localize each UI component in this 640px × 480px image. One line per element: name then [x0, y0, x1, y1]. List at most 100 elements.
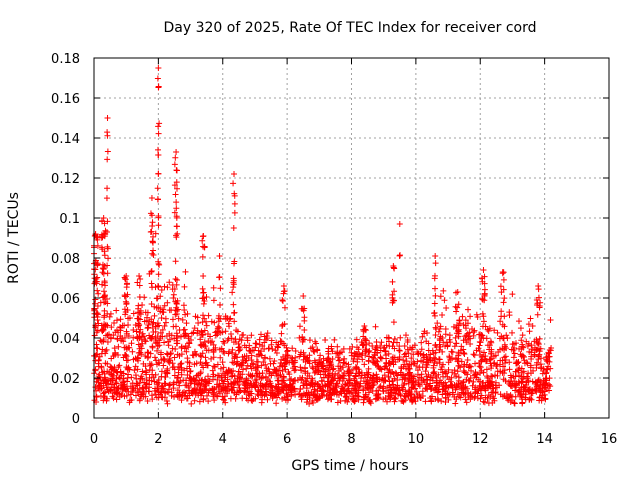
data-point — [537, 381, 544, 388]
data-point — [155, 258, 162, 265]
data-point — [170, 294, 177, 301]
data-point — [102, 376, 109, 383]
data-point — [429, 377, 436, 384]
data-point — [99, 326, 106, 333]
data-point — [114, 385, 121, 392]
data-point — [278, 330, 285, 337]
data-point — [462, 317, 469, 324]
data-point — [120, 370, 127, 377]
data-point — [427, 351, 434, 358]
data-point — [158, 373, 165, 380]
data-point — [257, 331, 264, 338]
data-point — [231, 373, 238, 380]
data-point — [309, 344, 316, 351]
data-point — [501, 295, 508, 302]
data-point — [311, 369, 318, 376]
data-point — [494, 372, 501, 379]
data-point — [197, 336, 204, 343]
data-point — [298, 396, 305, 403]
data-point — [364, 394, 371, 401]
data-point — [391, 288, 398, 295]
data-point — [123, 284, 130, 291]
data-point — [481, 286, 488, 293]
data-point — [360, 386, 367, 393]
data-point — [435, 356, 442, 363]
data-point — [205, 398, 212, 405]
data-point — [479, 323, 486, 330]
data-point — [199, 319, 206, 326]
data-point — [220, 348, 227, 355]
data-point — [407, 396, 414, 403]
data-point — [159, 385, 166, 392]
data-point — [191, 397, 198, 404]
data-point — [273, 349, 280, 356]
data-point — [435, 371, 442, 378]
data-point — [359, 350, 366, 357]
data-point — [120, 378, 127, 385]
data-point — [217, 354, 224, 361]
data-point — [497, 391, 504, 398]
data-point — [92, 384, 99, 391]
data-point — [374, 375, 381, 382]
data-point — [535, 340, 542, 347]
data-point — [502, 353, 509, 360]
data-point — [215, 328, 222, 335]
data-point — [533, 364, 540, 371]
data-point — [136, 386, 143, 393]
data-point — [484, 395, 491, 402]
data-point — [143, 376, 150, 383]
data-point — [299, 337, 306, 344]
data-point — [124, 365, 131, 372]
data-point — [183, 382, 190, 389]
data-point — [345, 370, 352, 377]
data-point — [199, 376, 206, 383]
data-point — [292, 348, 299, 355]
data-point — [101, 321, 108, 328]
data-point — [453, 325, 460, 332]
data-point — [516, 372, 523, 379]
data-point — [543, 369, 550, 376]
data-point — [342, 397, 349, 404]
data-point — [123, 301, 130, 308]
data-point — [482, 358, 489, 365]
data-point — [360, 378, 367, 385]
data-point — [377, 354, 384, 361]
data-point — [162, 389, 169, 396]
data-point — [389, 343, 396, 350]
data-point — [174, 351, 181, 358]
data-point — [230, 379, 237, 386]
data-point — [353, 364, 360, 371]
data-point — [432, 292, 439, 299]
data-point — [137, 275, 144, 282]
data-point — [165, 342, 172, 349]
data-point — [350, 355, 357, 362]
data-point — [513, 360, 520, 367]
data-point — [359, 342, 366, 349]
data-point — [162, 315, 169, 322]
data-point — [167, 381, 174, 388]
data-point — [348, 389, 355, 396]
data-point — [454, 391, 461, 398]
data-point — [210, 363, 217, 370]
data-point — [261, 355, 268, 362]
data-point — [217, 302, 224, 309]
data-point — [453, 308, 460, 315]
data-point — [310, 365, 317, 372]
data-point — [134, 366, 141, 373]
data-point — [390, 339, 397, 346]
data-point — [99, 261, 106, 268]
data-point — [263, 333, 270, 340]
data-point — [95, 379, 102, 386]
data-point — [134, 279, 141, 286]
data-point — [170, 323, 177, 330]
data-point — [369, 387, 376, 394]
x-tick-label: 12 — [472, 432, 489, 447]
data-point — [296, 334, 303, 341]
data-point — [485, 378, 492, 385]
data-point — [284, 357, 291, 364]
data-point — [323, 393, 330, 400]
data-point — [373, 339, 380, 346]
data-point — [369, 354, 376, 361]
data-point — [497, 283, 504, 290]
data-point — [384, 398, 391, 405]
